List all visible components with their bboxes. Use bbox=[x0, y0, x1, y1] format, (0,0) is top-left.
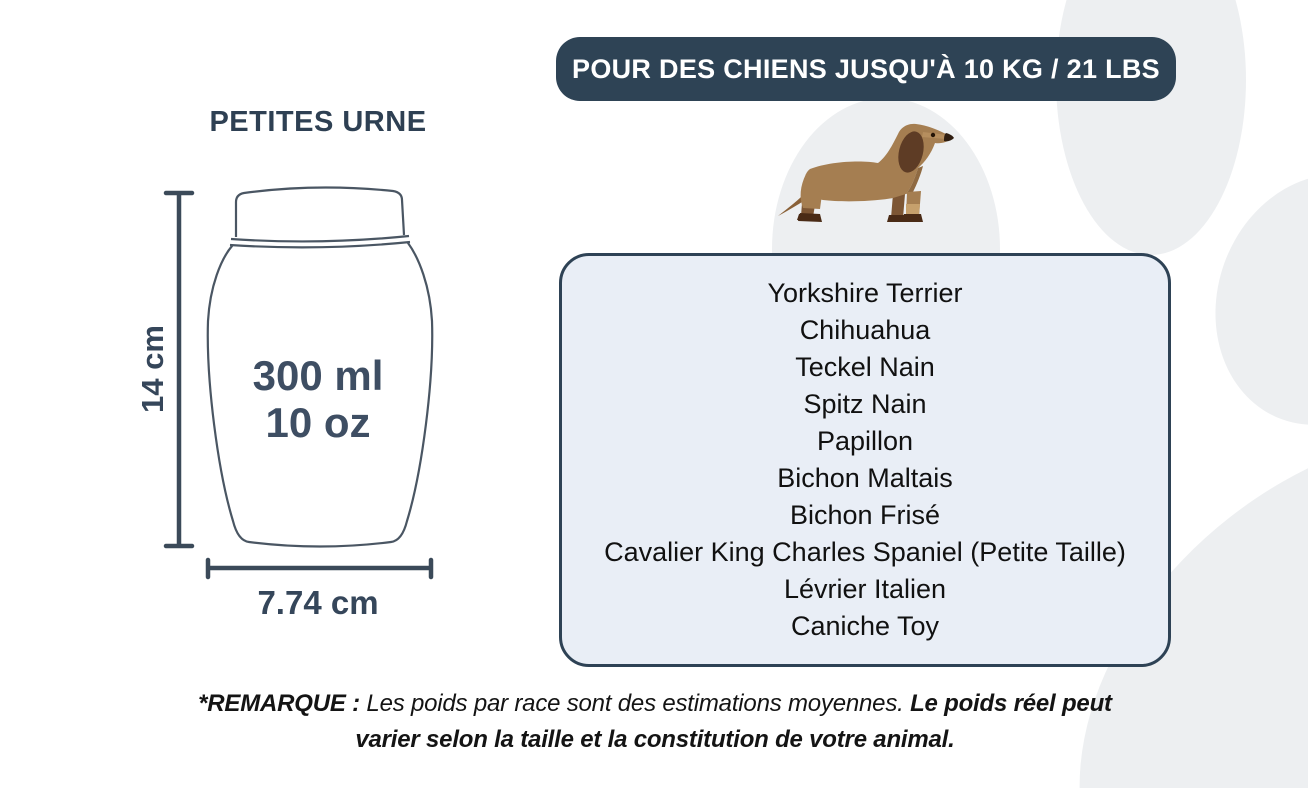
urn-width-label: 7.74 cm bbox=[257, 584, 379, 621]
width-dimension-line bbox=[205, 557, 434, 580]
dog-nose bbox=[944, 133, 954, 142]
breed-item: Bichon Maltais bbox=[777, 463, 953, 493]
urn-dimension-diagram bbox=[163, 186, 434, 580]
footnote-label: *REMARQUE : bbox=[198, 690, 360, 717]
urn-height-label: 14 cm bbox=[135, 325, 170, 413]
urn-volume-ml: 300 ml bbox=[252, 352, 384, 399]
dog-eye bbox=[930, 132, 936, 138]
breed-item: Chihuahua bbox=[799, 315, 931, 345]
urn-rim bbox=[229, 240, 411, 249]
breed-item: Papillon bbox=[816, 426, 914, 456]
weight-limit-badge: POUR DES CHIENS JUSQU'À 10 KG / 21 LBS bbox=[556, 37, 1176, 101]
urn-body bbox=[206, 241, 434, 548]
page-title: PETITES URNE bbox=[209, 106, 427, 138]
urn-volume-oz: 10 oz bbox=[265, 399, 371, 446]
breed-list: Yorkshire Terrier Chihuahua Teckel Nain Spi… bbox=[562, 275, 1168, 645]
footnote-bold-text: varier selon la taille et la constitutio… bbox=[355, 726, 955, 753]
breed-item: Yorkshire Terrier bbox=[767, 278, 963, 308]
footnote-line-1: *REMARQUE : Les poids par race sont des … bbox=[155, 686, 1155, 722]
dachshund-illustration-icon bbox=[778, 123, 954, 222]
dog-ear bbox=[898, 131, 924, 173]
footnote: *REMARQUE : Les poids par race sont des … bbox=[155, 686, 1155, 758]
breed-item: Teckel Nain bbox=[795, 352, 935, 382]
urn-lid bbox=[234, 186, 406, 237]
urn-rim bbox=[230, 234, 410, 243]
breed-item: Bichon Frisé bbox=[789, 500, 941, 530]
breed-item: Cavalier King Charles Spaniel (Petite Ta… bbox=[604, 537, 1126, 567]
breed-item: Spitz Nain bbox=[803, 389, 927, 419]
footnote-line-2: varier selon la taille et la constitutio… bbox=[155, 722, 1155, 758]
footnote-bold-text: Le poids réel peut bbox=[910, 690, 1112, 717]
breed-list-box: Yorkshire Terrier Chihuahua Teckel Nain Spi… bbox=[559, 253, 1171, 667]
footnote-text: Les poids par race sont des estimations … bbox=[359, 690, 911, 717]
height-dimension-line bbox=[163, 190, 195, 549]
breed-item: Lévrier Italien bbox=[783, 574, 947, 604]
breed-item: Caniche Toy bbox=[790, 611, 940, 641]
